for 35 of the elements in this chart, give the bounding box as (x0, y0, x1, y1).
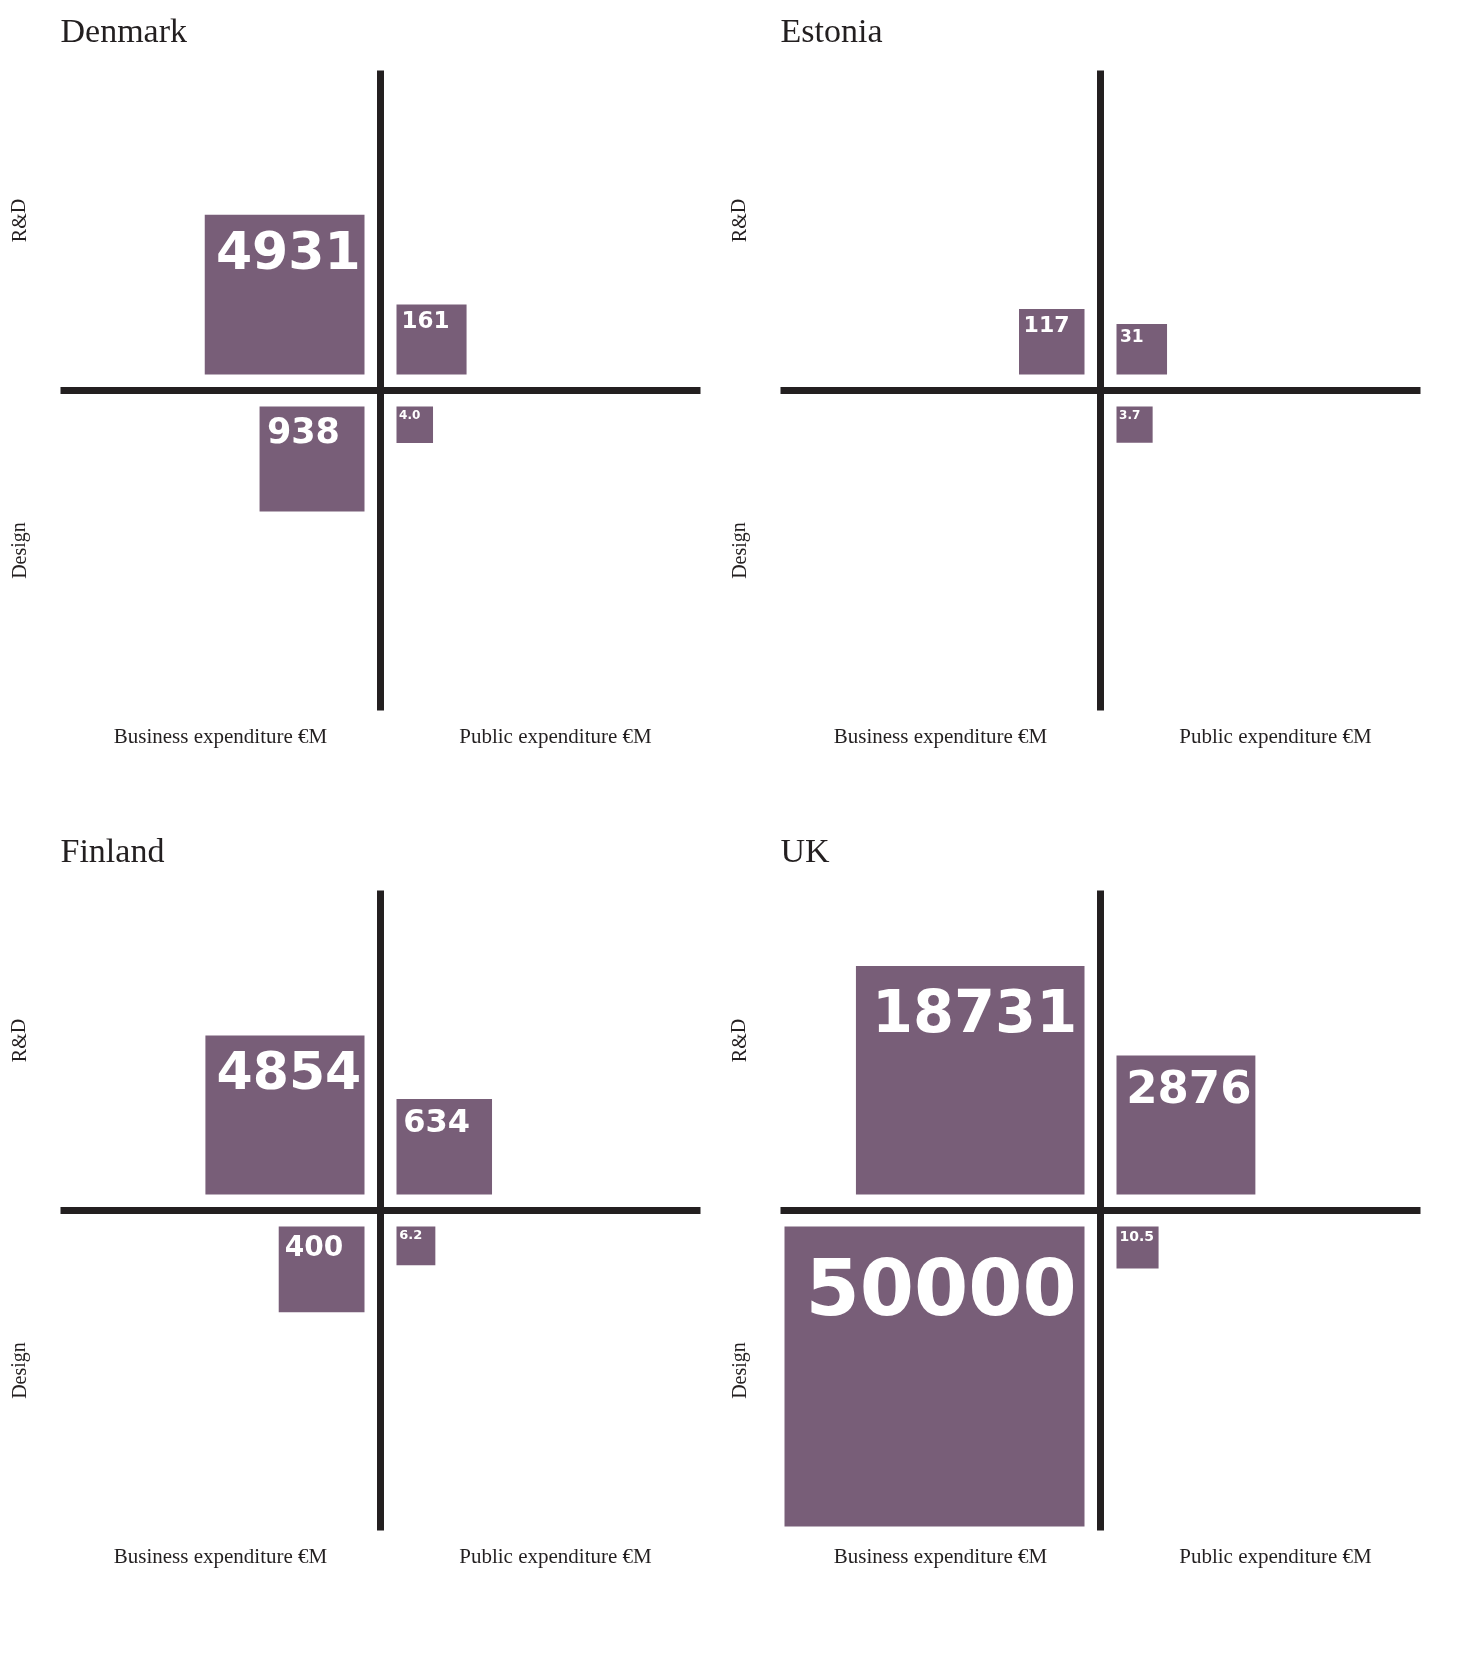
data-label: 31 (1120, 326, 1144, 347)
category-label: Design (727, 1342, 750, 1399)
data-label: 50000 (805, 1242, 1077, 1333)
category-label: Public expenditure €M (1179, 1543, 1373, 1568)
category-label: R&D (7, 198, 30, 243)
category-label: R&D (727, 198, 750, 243)
text: Estonia (780, 12, 883, 49)
text: UK (780, 832, 831, 869)
category-label: Public expenditure €M (1179, 723, 1373, 748)
category-label: R&D (7, 1018, 30, 1063)
text: Finland (60, 832, 165, 869)
data-label: 117 (1023, 311, 1070, 337)
data-label: 2876 (1126, 1060, 1252, 1114)
data-label: 6.2 (399, 1227, 423, 1243)
text: Denmark (60, 12, 188, 49)
data-label: 10.5 (1119, 1227, 1154, 1244)
data-label: 634 (403, 1101, 470, 1140)
category-label: Public expenditure €M (459, 1543, 653, 1568)
category-label: R&D (727, 1018, 750, 1063)
data-label: 18731 (871, 976, 1078, 1046)
data-label: 4.0 (399, 408, 421, 423)
data-label: 3.7 (1119, 408, 1141, 423)
data-label: 4931 (215, 220, 361, 281)
category-label: Business expenditure €M (833, 723, 1048, 748)
category-label: Design (7, 522, 30, 579)
data-label: 161 (401, 307, 450, 334)
category-label: Design (7, 1342, 30, 1399)
category-label: Business expenditure €M (113, 1543, 328, 1568)
data-label: 4854 (216, 1041, 362, 1102)
data-label: 938 (266, 410, 340, 451)
category-label: Business expenditure €M (833, 1543, 1048, 1568)
category-label: Design (727, 522, 750, 579)
category-label: Public expenditure €M (459, 723, 653, 748)
category-label: Business expenditure €M (113, 723, 328, 748)
data-label: 400 (284, 1230, 344, 1264)
